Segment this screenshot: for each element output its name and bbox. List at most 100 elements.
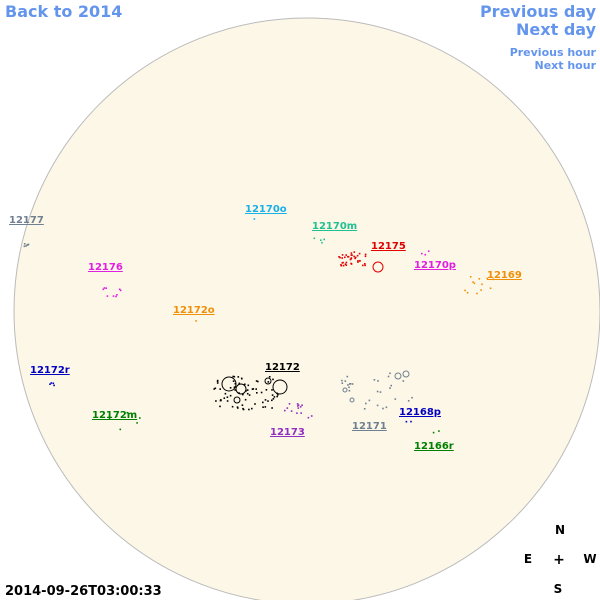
spot xyxy=(241,404,244,406)
next-hour-link[interactable]: Next hour xyxy=(535,59,597,72)
region-label[interactable]: 12172r xyxy=(30,365,70,376)
spot xyxy=(271,394,274,396)
spot xyxy=(236,406,239,408)
spot xyxy=(272,378,274,381)
region-labels: 12177 12170o 12170m 12175 12176 12170p 12169 12… xyxy=(9,204,522,452)
region-label[interactable]: 12170m xyxy=(312,221,357,232)
region-label[interactable]: 12172m xyxy=(92,410,137,421)
spot xyxy=(219,405,221,408)
spot xyxy=(364,264,366,267)
spot xyxy=(341,257,343,259)
spot xyxy=(349,397,355,403)
region-label[interactable]: 12166r xyxy=(414,441,454,452)
spot xyxy=(215,400,217,402)
spot xyxy=(257,380,259,383)
spot xyxy=(486,277,489,280)
spot xyxy=(247,384,250,387)
spot xyxy=(284,409,286,412)
spot xyxy=(106,295,109,297)
region-label[interactable]: 12172o xyxy=(173,305,215,316)
spot xyxy=(231,405,234,408)
previous-hour-link[interactable]: Previous hour xyxy=(510,46,597,59)
spot xyxy=(260,391,263,394)
spot xyxy=(323,238,325,241)
spot xyxy=(267,381,270,383)
spot xyxy=(353,255,355,258)
spot xyxy=(373,379,376,381)
spot xyxy=(389,387,391,389)
region-label[interactable]: 12171 xyxy=(352,421,387,432)
spot xyxy=(321,241,323,244)
back-link[interactable]: Back to 2014 xyxy=(5,2,122,21)
previous-day-link[interactable]: Previous day xyxy=(480,2,597,21)
compass-east: E xyxy=(524,552,532,566)
spot xyxy=(427,250,430,252)
spot xyxy=(252,388,255,390)
spot xyxy=(385,406,388,409)
spot xyxy=(350,263,353,265)
region-label[interactable]: 12170o xyxy=(245,204,287,215)
spot xyxy=(310,415,313,417)
spot xyxy=(241,377,243,380)
spot xyxy=(112,295,115,297)
region-label[interactable]: 12173 xyxy=(270,427,305,438)
spot xyxy=(119,289,122,292)
spot xyxy=(290,410,293,412)
spot xyxy=(313,237,316,240)
spot xyxy=(379,391,382,393)
spot xyxy=(364,263,366,265)
spot xyxy=(26,244,29,246)
spot xyxy=(254,403,256,405)
spot xyxy=(349,383,351,385)
spot xyxy=(224,392,227,395)
region-label[interactable]: 12169 xyxy=(487,270,522,281)
spot xyxy=(357,260,359,262)
spot xyxy=(268,376,271,378)
spot xyxy=(49,383,51,385)
spot xyxy=(267,400,269,402)
spot xyxy=(52,382,55,385)
spot xyxy=(350,257,353,259)
spot xyxy=(226,396,229,398)
spot xyxy=(364,253,367,256)
spot xyxy=(362,264,364,267)
spot xyxy=(297,407,300,409)
spot xyxy=(108,417,111,419)
spot xyxy=(402,380,405,382)
spot xyxy=(340,264,343,267)
spot xyxy=(356,254,359,257)
spot xyxy=(432,431,435,434)
spot xyxy=(341,379,343,382)
spot xyxy=(466,291,469,294)
spot xyxy=(246,392,249,395)
spot xyxy=(389,372,391,375)
spot xyxy=(297,404,300,406)
region-label[interactable]: 12170p xyxy=(414,260,456,271)
region-label[interactable]: 12175 xyxy=(371,241,406,252)
spot xyxy=(354,257,356,260)
region-label[interactable]: 12168p xyxy=(399,407,441,418)
spot xyxy=(344,263,347,265)
spot xyxy=(229,394,232,397)
spot xyxy=(115,415,118,417)
compass-west: W xyxy=(583,552,596,566)
spot xyxy=(307,416,310,419)
spot xyxy=(347,384,349,386)
spot xyxy=(299,406,302,408)
spot xyxy=(229,387,232,389)
next-day-link[interactable]: Next day xyxy=(516,20,597,39)
spot xyxy=(221,376,237,392)
spot xyxy=(297,405,299,407)
region-label[interactable]: 12172 xyxy=(265,362,300,373)
spot xyxy=(262,406,264,408)
spot xyxy=(338,256,340,258)
region-label[interactable]: 12177 xyxy=(9,215,44,226)
spot xyxy=(248,408,250,411)
spot xyxy=(377,380,379,382)
spot xyxy=(53,384,55,387)
spot xyxy=(103,287,106,289)
spot xyxy=(351,254,353,256)
region-label[interactable]: 12176 xyxy=(88,262,123,273)
spot xyxy=(271,399,273,402)
